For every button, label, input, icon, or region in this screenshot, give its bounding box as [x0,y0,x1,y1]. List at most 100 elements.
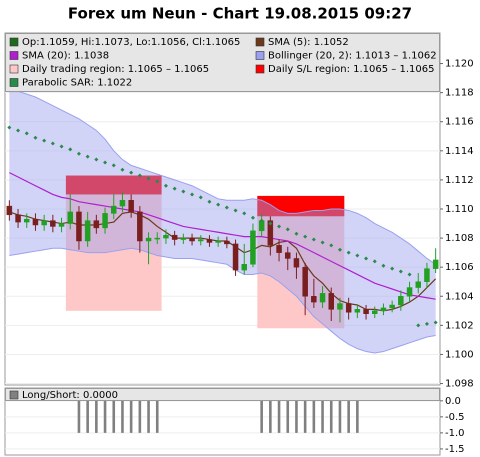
bar [321,400,324,433]
legend-swatch [9,390,19,400]
sar-dot [42,138,47,143]
candle-body [415,281,421,288]
candle-body [58,223,65,227]
candle-body [432,259,439,269]
candle-body [363,309,369,314]
sar-dot [94,157,99,162]
sar-dot [372,259,377,264]
candle-body [24,218,30,223]
sar-dot [76,151,81,156]
y-tick-label: 1.110 [445,204,474,215]
candle-body [372,310,378,314]
legend-label: SMA (5): 1.1052 [268,37,349,48]
candle-body [311,296,317,303]
y-tick-label: 1.118 [445,88,474,99]
sar-dot [250,215,255,220]
sar-dot [424,321,429,326]
sar-dot [390,266,395,271]
y-tick-label: -1.0 [445,428,465,439]
candle-body [84,220,91,242]
sar-dot [329,243,334,248]
sar-dot [364,256,369,261]
candle-body [215,240,221,243]
legend-swatch [255,37,265,47]
legend-label: Daily S/L region: 1.1065 – 1.1065 [268,64,434,75]
candle-body [380,307,387,312]
legend-swatch [9,37,19,47]
candle-body [232,243,239,271]
candle-body [267,220,274,246]
candle-body [145,237,152,242]
sar-dot [407,272,412,277]
sar-dot [294,231,299,236]
sar-dot [433,320,438,325]
sar-dot [242,211,247,216]
sar-dot [172,186,177,191]
candle-body [171,234,178,240]
sar-dot [303,234,308,239]
candle-body [163,234,169,239]
bar [312,400,316,433]
y-tick-label: 1.120 [445,59,474,70]
sar-dot [285,227,290,232]
candle-body [293,258,300,268]
sma-line [9,172,436,300]
candle-body [15,214,21,223]
candle-body [276,245,282,253]
bar [295,400,298,433]
bar [260,400,263,433]
chart-title: Forex um Neun - Chart 19.08.2015 09:27 [68,5,412,23]
bar [103,400,107,433]
legend-label: Op:1.1059, Hi:1.1073, Lo:1.1056, Cl:1.10… [22,37,240,48]
candle-body [32,218,39,226]
y-tick-label: 1.112 [445,175,474,186]
legend-label: Bollinger (20, 2): 1.1013 – 1.1062 [268,51,437,62]
legend-label: Long/Short: 0.0000 [22,390,118,401]
legend-box [5,388,440,401]
candle-body [119,200,126,207]
legend-label: SMA (20): 1.1038 [22,51,109,62]
candle-body [250,230,256,265]
candle-body [345,303,352,313]
candle-body [302,266,308,297]
sar-dot [68,147,73,152]
sar-dot [16,128,21,133]
sar-dot [103,160,108,165]
candle-body [67,211,73,224]
bar [86,400,89,433]
y-tick-label: 0.0 [445,396,461,407]
bar [138,400,142,433]
sar-dot [416,323,421,328]
sar-dot [163,183,168,188]
candle-body [406,287,413,297]
candle-body [154,237,160,240]
sar-dot [233,208,238,213]
candle-body [337,303,343,310]
bar [277,400,281,433]
candle-body [76,211,82,242]
y-tick-label: 1.106 [445,262,474,273]
candle-body [319,293,326,303]
legend-label: Daily trading region: 1.1065 – 1.1065 [22,64,209,75]
sar-dot [268,221,273,226]
legend-swatch [255,64,265,74]
legend-swatch [9,78,19,87]
bar [121,400,124,433]
y-tick-label: 1.100 [445,349,474,360]
candle-body [206,239,213,243]
bollinger-upper [9,89,436,265]
sar-dot [216,202,221,207]
legend-swatch [9,51,19,60]
sar-dot [155,179,160,184]
sar-dot [137,173,142,178]
legend-label: Parabolic SAR: 1.1022 [22,78,132,89]
region [65,175,162,195]
bar [338,400,342,433]
candle-body [137,211,143,242]
candle-body [198,239,204,242]
candle-body [354,309,361,313]
candle-body [180,237,187,240]
bar [347,400,350,433]
sar-dot [50,141,55,146]
bar [329,400,333,433]
